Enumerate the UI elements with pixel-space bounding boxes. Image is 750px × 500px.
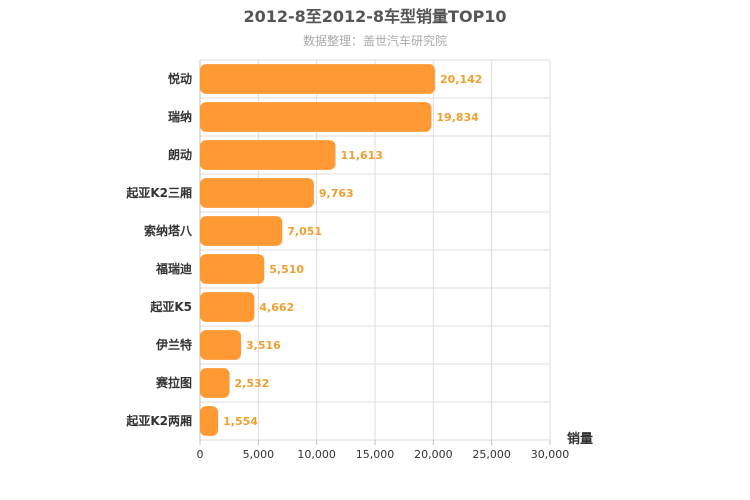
data-label: 3,516 bbox=[246, 339, 281, 352]
bar bbox=[200, 140, 336, 170]
data-label: 7,051 bbox=[287, 225, 322, 238]
data-label: 11,613 bbox=[340, 149, 382, 162]
category-label: 起亚K5 bbox=[149, 299, 192, 314]
category-label: 瑞纳 bbox=[168, 109, 192, 124]
category-label: 悦动 bbox=[168, 71, 192, 86]
bar bbox=[200, 178, 314, 208]
x-tick-label: 10,000 bbox=[297, 448, 336, 461]
x-axis-ticks: 0 5,000 10,000 15,000 20,000 25,000 30,000 bbox=[197, 440, 570, 461]
data-label: 4,662 bbox=[259, 301, 294, 314]
bar bbox=[200, 254, 265, 284]
bar bbox=[200, 368, 230, 398]
data-label: 9,763 bbox=[319, 187, 354, 200]
data-label: 19,834 bbox=[436, 111, 479, 124]
x-tick-label: 5,000 bbox=[243, 448, 275, 461]
bar bbox=[200, 292, 255, 322]
category-label: 起亚K2三厢 bbox=[125, 185, 192, 200]
x-tick-label: 30,000 bbox=[531, 448, 570, 461]
category-label: 赛拉图 bbox=[155, 375, 192, 390]
bar bbox=[200, 64, 435, 94]
category-label: 伊兰特 bbox=[155, 337, 192, 352]
chart-subtitle: 数据整理：盖世汽车研究院 bbox=[303, 33, 447, 48]
bar bbox=[200, 330, 242, 360]
category-label: 索纳塔八 bbox=[144, 223, 193, 238]
x-tick-label: 20,000 bbox=[414, 448, 453, 461]
category-label: 朗动 bbox=[168, 147, 192, 162]
category-label: 福瑞迪 bbox=[155, 261, 192, 276]
data-label: 5,510 bbox=[269, 263, 304, 276]
data-label: 2,532 bbox=[235, 377, 270, 390]
category-label: 起亚K2两厢 bbox=[125, 413, 192, 428]
data-label: 20,142 bbox=[440, 73, 482, 86]
bar bbox=[200, 102, 432, 132]
bar bbox=[200, 216, 283, 246]
x-tick-label: 0 bbox=[197, 448, 204, 461]
data-label: 1,554 bbox=[223, 415, 258, 428]
labels-layer: 悦动 20,142 瑞纳 19,834 朗动 11,613 起亚K2三厢 9,763 索纳塔八 7… bbox=[125, 71, 482, 428]
bars-layer bbox=[200, 64, 435, 436]
chart-title: 2012-8至2012-8车型销量TOP10 bbox=[243, 7, 506, 26]
y-axis-title: 销量 bbox=[567, 431, 593, 447]
bar bbox=[200, 406, 219, 436]
x-tick-label: 15,000 bbox=[356, 448, 395, 461]
x-tick-label: 25,000 bbox=[472, 448, 511, 461]
